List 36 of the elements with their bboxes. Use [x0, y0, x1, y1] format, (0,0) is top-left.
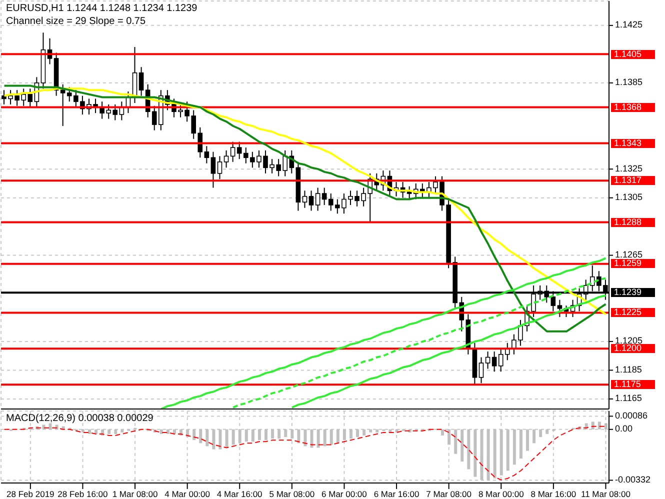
ref-line-label: 1.1175 — [611, 379, 655, 390]
y-tick-label: 1.1165 — [615, 393, 642, 404]
x-tick-label: 6 Mar 00:00 — [322, 489, 368, 499]
x-tick-label: 8 Mar 00:00 — [478, 489, 524, 499]
x-tick-label: 6 Mar 16:00 — [374, 489, 420, 499]
ref-line-label: 1.1343 — [611, 138, 655, 148]
x-tick-label: 28 Feb 16:00 — [58, 489, 108, 499]
y-tick-label: 1.1185 — [615, 364, 642, 374]
y-tick-label: 1.1205 — [615, 336, 643, 346]
ref-line-label: 1.1225 — [611, 307, 655, 318]
chart-title: EURUSD,H1 1.1244 1.1248 1.1234 1.1239 — [6, 2, 198, 15]
x-tick-label: 8 Mar 16:00 — [530, 489, 576, 499]
x-tick-label: 11 Mar 08:00 — [580, 489, 631, 499]
x-tick-label: 7 Mar 08:00 — [426, 489, 472, 499]
ref-line-label: 1.1405 — [611, 48, 655, 59]
y-tick-label: 1.1325 — [615, 163, 643, 174]
ref-line-label: 1.1200 — [611, 343, 655, 354]
text: Channel size = 29 Slope = 0.75 — [6, 15, 147, 28]
y-tick-label: 0.00 — [615, 424, 633, 434]
chart-title: MACD(12,26,9) 0.00038 0.00029 — [6, 412, 154, 425]
ref-line-label: 1.1368 — [611, 102, 655, 112]
ref-line-label: 1.1288 — [611, 216, 655, 227]
x-tick-label: 4 Mar 16:00 — [216, 489, 263, 499]
x-tick-label: 28 Feb 2019 — [6, 489, 55, 499]
y-tick-label: 1.1385 — [615, 77, 643, 88]
y-tick-label: 1.1305 — [615, 192, 643, 202]
y-tick-label: 1.1265 — [615, 249, 643, 260]
y-tick-label: -0.00332 — [615, 474, 651, 484]
x-tick-label: 4 Mar 00:00 — [164, 489, 210, 499]
y-tick-label: 1.1425 — [615, 20, 643, 30]
ref-line-label: 1.1239 — [611, 287, 655, 298]
y-tick-label: 0.00086 — [615, 410, 648, 420]
ref-line-label: 1.1259 — [611, 258, 655, 268]
x-tick-label: 1 Mar 08:00 — [112, 489, 158, 499]
x-tick-label: 5 Mar 08:00 — [269, 489, 315, 499]
ref-line-label: 1.1317 — [611, 175, 655, 186]
